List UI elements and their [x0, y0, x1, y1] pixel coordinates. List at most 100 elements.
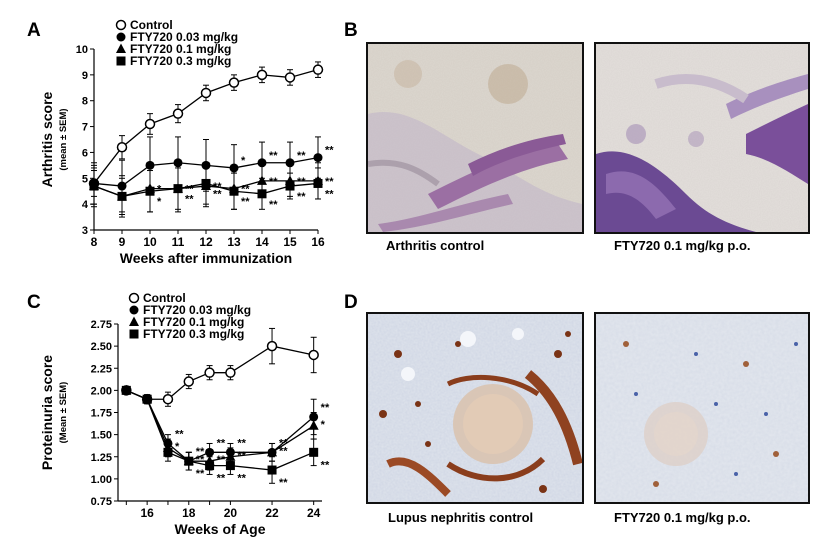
lupus-control-caption: Lupus nephritis control	[388, 510, 534, 525]
x-tick-label: 15	[283, 235, 297, 249]
data-point	[312, 64, 324, 75]
legend-marker	[129, 316, 139, 326]
legend-label: Control	[143, 291, 186, 305]
series-line	[126, 389, 314, 471]
data-point	[309, 447, 319, 457]
data-point	[145, 186, 155, 196]
significance-mark: **	[279, 477, 288, 489]
data-point	[267, 446, 278, 457]
significance-mark: **	[237, 473, 246, 485]
legend-marker	[129, 329, 139, 339]
y-tick-label: 1.25	[91, 452, 112, 464]
y-tick-label: 9	[82, 70, 88, 82]
fty720-arthritis-caption: FTY720 0.1 mg/kg p.o.	[614, 238, 751, 253]
x-tick-label: 20	[224, 506, 238, 520]
data-point	[225, 461, 235, 471]
y-axis-label: Arthritis score	[39, 91, 55, 187]
significance-mark: **	[196, 446, 205, 458]
legend-marker	[116, 56, 126, 66]
y-axis-sublabel: (mean ± SEM)	[58, 108, 69, 170]
data-point	[256, 69, 268, 81]
data-point	[172, 108, 184, 119]
data-point	[184, 456, 194, 466]
significance-mark: **	[185, 194, 194, 206]
series-2: * ** ** **** ** **	[89, 162, 334, 218]
legend-label: FTY720 0.1 mg/kg	[130, 42, 231, 56]
legend-marker	[115, 19, 127, 31]
significance-mark: **	[237, 450, 246, 462]
data-point	[204, 367, 215, 378]
significance-mark: **	[196, 454, 205, 466]
y-tick-label: 4	[82, 199, 89, 211]
data-point	[313, 178, 323, 188]
significance-mark: **	[241, 184, 250, 196]
y-tick-label: 6	[82, 147, 88, 159]
data-point	[225, 451, 236, 461]
x-axis-label: Weeks after immunization	[120, 250, 292, 266]
data-point	[116, 142, 128, 153]
significance-mark: **	[185, 184, 194, 196]
data-point	[313, 153, 323, 163]
significance-mark: *	[157, 196, 162, 208]
arthritis-score-chart: 3 4 5 6 7 8 9 10 8 9 10 11 12 13 14 15 16 Weeks after imm…	[39, 18, 334, 266]
fty720-lupus-caption: FTY720 0.1 mg/kg p.o.	[614, 510, 751, 525]
data-point	[225, 367, 236, 378]
data-point	[285, 181, 295, 191]
y-tick-label: 1.00	[91, 474, 112, 486]
legend-marker	[116, 43, 126, 53]
fty720-arthritis-micrograph	[594, 42, 810, 234]
data-point	[205, 461, 215, 471]
y-tick-label: 0.75	[91, 496, 112, 508]
panel-letter-b: B	[344, 20, 358, 41]
x-tick-label: 16	[140, 506, 154, 520]
significance-mark: **	[237, 437, 246, 449]
data-point	[266, 340, 278, 352]
x-tick-label: 11	[172, 235, 185, 249]
significance-mark: **	[297, 150, 306, 162]
legend-label: FTY720 0.03 mg/kg	[143, 303, 251, 317]
data-point	[308, 349, 319, 361]
series-line	[126, 345, 314, 400]
arthritis-control-caption: Arthritis control	[386, 238, 485, 253]
data-point	[229, 186, 239, 196]
legend-label: FTY720 0.1 mg/kg	[143, 315, 244, 329]
data-point	[257, 189, 267, 199]
data-point	[144, 118, 156, 130]
significance-mark: **	[213, 188, 222, 200]
significance-mark: **	[269, 199, 278, 211]
significance-mark: **	[325, 176, 334, 188]
significance-mark: **	[241, 196, 250, 208]
significance-mark: *	[157, 184, 162, 196]
y-tick-label: 5	[82, 173, 88, 185]
y-tick-label: 8	[82, 96, 88, 108]
lupus-nephritis-control-micrograph	[366, 312, 584, 504]
y-tick-label: 3	[82, 225, 88, 237]
significance-mark: **	[325, 188, 334, 200]
data-point	[121, 385, 131, 395]
significance-mark: **	[217, 454, 226, 466]
x-tick-label: 13	[227, 235, 241, 249]
y-axis-sublabel: (Mean ± SEM)	[58, 382, 69, 444]
data-point	[228, 77, 240, 88]
significance-mark: **	[175, 428, 184, 440]
x-tick-label: 14	[255, 235, 269, 249]
lupus-nephritis-control-image	[368, 314, 582, 502]
legend-label: Control	[130, 18, 173, 32]
x-tick-label: 9	[119, 235, 126, 249]
y-tick-label: 2.50	[91, 341, 112, 353]
y-tick-label: 7	[82, 122, 88, 134]
fty720-lupus-image	[596, 314, 808, 502]
significance-mark: **	[297, 191, 306, 203]
data-point	[173, 184, 183, 194]
legend-marker	[128, 292, 140, 304]
y-tick-label: 1.50	[91, 430, 112, 442]
significance-mark: **	[217, 473, 226, 485]
significance-mark: **	[196, 468, 205, 480]
data-point	[183, 376, 195, 387]
y-axis-label: Proteinuria score	[39, 355, 55, 470]
legend-label: FTY720 0.3 mg/kg	[130, 54, 231, 68]
x-tick-label: 16	[311, 235, 325, 249]
data-point	[117, 191, 127, 201]
